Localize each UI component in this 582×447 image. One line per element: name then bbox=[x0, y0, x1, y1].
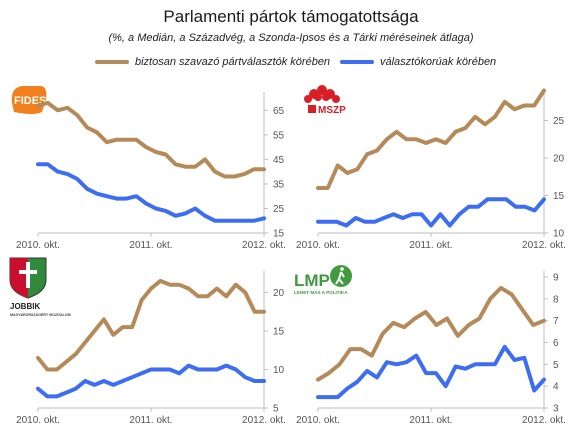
x-tick-label-lmp-2: 2012. okt. bbox=[522, 415, 566, 426]
series-line-lmp-voters bbox=[316, 285, 546, 382]
legend-swatch-eligible bbox=[340, 60, 374, 64]
series-line-mszp-eligible bbox=[316, 197, 546, 228]
legend-swatch-voters bbox=[95, 60, 129, 64]
lmp-logo-text: LMP bbox=[294, 271, 330, 290]
y-tick-label-fidesz-5: 65 bbox=[273, 106, 285, 117]
y-tick-label-mszp-0: 10 bbox=[553, 229, 565, 240]
legend-label-eligible: választókorúak körében bbox=[380, 56, 497, 68]
page-title: Parlamenti pártok támogatottsága bbox=[163, 7, 419, 26]
y-tick-label-jobbik-1: 10 bbox=[273, 365, 285, 376]
legend-item-eligible: választókorúak körében bbox=[340, 54, 496, 70]
y-tick-label-fidesz-3: 45 bbox=[273, 155, 285, 166]
y-tick-label-fidesz-0: 15 bbox=[273, 229, 285, 240]
series-line-jobbik-eligible bbox=[36, 363, 266, 399]
red-carnation-icon bbox=[304, 85, 340, 103]
mszp-logo-text: MSZP bbox=[318, 105, 346, 116]
walking-man-icon bbox=[330, 265, 352, 287]
x-tick-label-mszp-0: 2010. okt. bbox=[296, 240, 340, 251]
x-tick-label-fidesz-2: 2012. okt. bbox=[242, 240, 286, 251]
y-tick-label-lmp-2: 5 bbox=[553, 360, 559, 371]
x-tick-label-mszp-2: 2012. okt. bbox=[522, 240, 566, 251]
y-tick-label-fidesz-4: 55 bbox=[273, 130, 285, 141]
y-tick-label-mszp-1: 15 bbox=[553, 191, 565, 202]
chart-panel-jobbik: 5 10 15 20 2010. okt. 2011. okt. 2012. okt. bbox=[16, 271, 286, 426]
x-tick-label-mszp-1: 2011. okt. bbox=[409, 240, 452, 251]
y-tick-label-lmp-0: 3 bbox=[553, 404, 559, 415]
cross-icon bbox=[19, 262, 37, 288]
x-tick-label-jobbik-1: 2011. okt. bbox=[129, 415, 172, 426]
jobbik-logo-text: JOBBIK bbox=[10, 302, 40, 311]
y-tick-label-lmp-1: 4 bbox=[553, 382, 559, 393]
series-line-lmp-eligible bbox=[316, 344, 546, 400]
y-tick-label-lmp-6: 9 bbox=[553, 273, 559, 284]
lmp-logo-subtext: LEHET MÁS A POLITIKA bbox=[294, 289, 348, 295]
jobbik-logo-subtext: MAGYARORSZÁGÉRT MOZGALOM bbox=[10, 312, 71, 317]
fidesz-logo: FIDESZ bbox=[11, 86, 53, 114]
jobbik-logo: JOBBIK MAGYARORSZÁGÉRT MOZGALOM bbox=[9, 257, 71, 317]
y-tick-label-fidesz-1: 25 bbox=[273, 204, 285, 215]
y-tick-label-jobbik-0: 5 bbox=[273, 404, 279, 415]
series-line-fidesz-eligible bbox=[36, 162, 266, 223]
y-tick-label-mszp-2: 20 bbox=[553, 154, 565, 165]
page-subtitle: (%, a Medián, a Századvég, a Szonda-Ipso… bbox=[108, 32, 474, 44]
mszp-logo: MSZP bbox=[304, 85, 346, 116]
x-tick-label-jobbik-0: 2010. okt. bbox=[16, 415, 60, 426]
legend-label-voters: biztosan szavazó pártválasztók körében bbox=[135, 56, 331, 68]
legend-item-voters: biztosan szavazó pártválasztók körében bbox=[95, 54, 330, 70]
x-tick-label-lmp-0: 2010. okt. bbox=[296, 415, 340, 426]
y-tick-label-mszp-3: 25 bbox=[553, 116, 565, 127]
series-line-jobbik-voters bbox=[36, 278, 266, 372]
chart-panel-fidesz: 15 25 35 45 55 65 2010. okt. 2011. okt. 2012. ok… bbox=[16, 92, 286, 251]
y-tick-label-lmp-3: 6 bbox=[553, 338, 559, 349]
y-tick-label-lmp-4: 7 bbox=[553, 316, 559, 327]
y-tick-label-fidesz-2: 35 bbox=[273, 179, 285, 190]
lmp-logo: LMP LEHET MÁS A POLITIKA bbox=[294, 265, 352, 295]
series-line-mszp-voters bbox=[316, 88, 546, 190]
y-tick-label-lmp-5: 8 bbox=[553, 294, 559, 305]
y-tick-label-jobbik-3: 20 bbox=[273, 288, 285, 299]
x-tick-label-jobbik-2: 2012. okt. bbox=[242, 415, 286, 426]
y-tick-label-jobbik-2: 15 bbox=[273, 326, 285, 337]
series-line-fidesz-voters bbox=[36, 100, 266, 179]
chart-panel-lmp: 3 4 5 6 7 8 9 2010. okt. 2011. okt. 2012. okt. bbox=[296, 271, 566, 426]
chart-panel-mszp: 10 15 20 25 2010. okt. 2011. okt. 2012. okt. bbox=[296, 88, 566, 251]
x-tick-label-fidesz-1: 2011. okt. bbox=[129, 240, 172, 251]
x-tick-label-fidesz-0: 2010. okt. bbox=[16, 240, 60, 251]
x-tick-label-lmp-1: 2011. okt. bbox=[409, 415, 452, 426]
